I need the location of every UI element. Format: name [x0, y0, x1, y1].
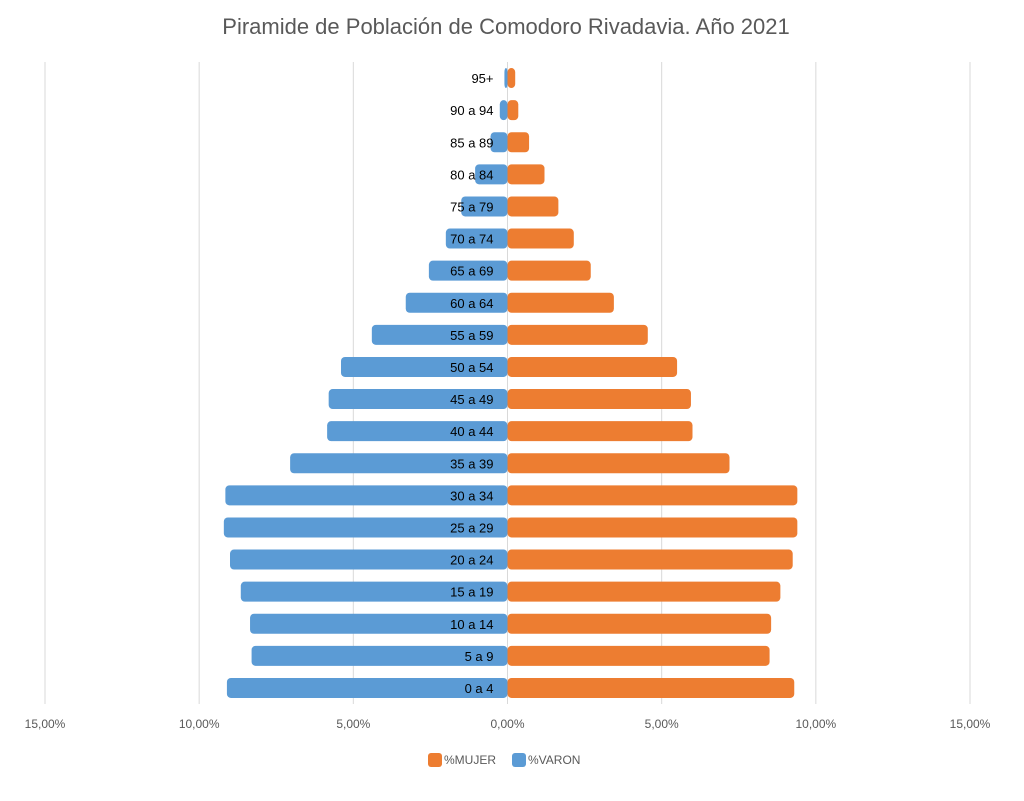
x-tick-label: 10,00% — [179, 717, 220, 731]
bar-varon — [226, 677, 508, 698]
age-group-label: 85 a 89 — [450, 135, 493, 150]
x-tick-label: 5,00% — [645, 717, 679, 731]
bar-varon — [327, 421, 508, 442]
bar-mujer — [507, 581, 781, 602]
bar-varon — [405, 292, 508, 313]
age-group-label: 40 a 44 — [450, 424, 493, 439]
age-group-label: 50 a 54 — [450, 360, 493, 375]
bar-mujer — [507, 324, 648, 345]
bar-mujer — [507, 68, 516, 89]
age-group-label: 45 a 49 — [450, 392, 493, 407]
bar-mujer — [507, 549, 793, 570]
bar-varon — [499, 100, 508, 121]
age-group-label: 70 a 74 — [450, 232, 493, 247]
age-group-label: 90 a 94 — [450, 103, 493, 118]
legend-item-mujer-label: %MUJER — [444, 753, 496, 767]
bar-mujer — [507, 517, 798, 538]
bar-mujer — [507, 389, 691, 410]
bar-mujer — [507, 421, 693, 442]
bar-mujer — [507, 292, 614, 313]
age-group-label: 95+ — [471, 71, 493, 86]
bar-varon — [225, 485, 508, 506]
bar-varon — [290, 453, 508, 474]
age-group-label: 30 a 34 — [450, 488, 493, 503]
bar-varon — [223, 517, 508, 538]
x-tick-label: 15,00% — [950, 717, 991, 731]
bar-varon — [251, 645, 508, 666]
x-tick-label: 0,00% — [490, 717, 524, 731]
legend-item-varon-label: %VARON — [528, 753, 580, 767]
bar-mujer — [507, 228, 574, 249]
age-group-label: 75 a 79 — [450, 199, 493, 214]
bar-varon — [250, 613, 508, 634]
chart-title: Piramide de Población de Comodoro Rivada… — [222, 14, 790, 39]
bar-mujer — [507, 196, 559, 217]
age-group-label: 20 a 24 — [450, 553, 493, 568]
age-group-label: 0 a 4 — [465, 681, 494, 696]
x-tick-label: 5,00% — [336, 717, 370, 731]
legend-item-mujer-swatch — [428, 753, 442, 767]
bar-mujer — [507, 645, 770, 666]
age-group-label: 15 a 19 — [450, 585, 493, 600]
age-group-label: 65 a 69 — [450, 264, 493, 279]
bar-mujer — [507, 164, 545, 185]
age-group-label: 5 a 9 — [465, 649, 494, 664]
legend-item-varon-swatch — [512, 753, 526, 767]
x-tick-label: 15,00% — [25, 717, 66, 731]
bar-mujer — [507, 485, 798, 506]
bar-varon — [445, 228, 508, 249]
age-group-label: 55 a 59 — [450, 328, 493, 343]
bar-varon — [341, 356, 508, 377]
bar-varon — [428, 260, 508, 281]
age-group-label: 10 a 14 — [450, 617, 493, 632]
x-tick-label: 10,00% — [795, 717, 836, 731]
age-group-label: 25 a 29 — [450, 520, 493, 535]
age-group-label: 80 a 84 — [450, 167, 493, 182]
bar-varon — [230, 549, 508, 570]
bar-mujer — [507, 356, 678, 377]
bar-varon — [240, 581, 508, 602]
bar-mujer — [507, 453, 730, 474]
bar-varon — [475, 164, 508, 185]
bar-varon — [371, 324, 508, 345]
age-group-label: 60 a 64 — [450, 296, 493, 311]
bar-mujer — [507, 677, 795, 698]
bar-mujer — [507, 132, 530, 153]
bar-varon — [504, 68, 508, 89]
bar-mujer — [507, 260, 591, 281]
bar-mujer — [507, 613, 772, 634]
bar-varon — [328, 389, 508, 410]
bar-mujer — [507, 100, 519, 121]
age-group-label: 35 a 39 — [450, 456, 493, 471]
bar-varon — [461, 196, 508, 217]
bar-varon — [490, 132, 508, 153]
